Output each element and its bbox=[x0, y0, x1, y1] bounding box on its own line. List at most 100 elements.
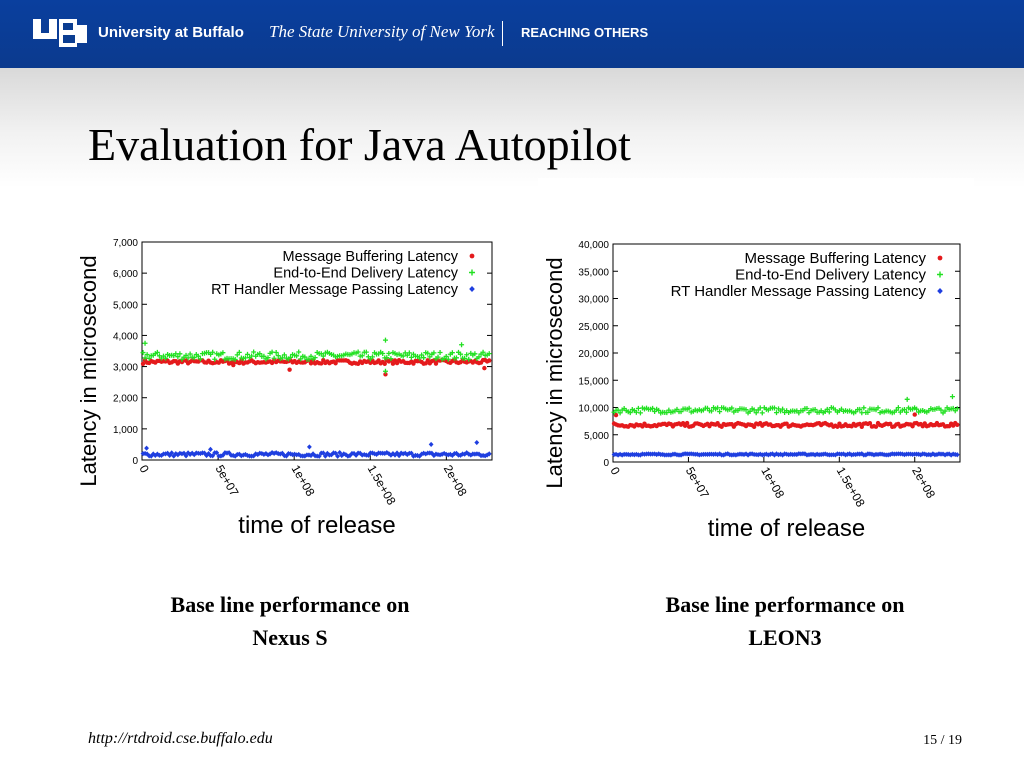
legend-marker bbox=[937, 271, 943, 278]
data-point bbox=[267, 451, 273, 457]
data-point bbox=[419, 451, 425, 457]
page-number: 15 / 19 bbox=[923, 733, 962, 748]
data-point bbox=[948, 452, 954, 458]
data-point bbox=[778, 451, 783, 457]
data-point bbox=[163, 451, 168, 457]
banner-tagline: REACHING OTHERS bbox=[521, 25, 649, 40]
data-point bbox=[273, 349, 279, 355]
data-point bbox=[771, 405, 777, 411]
data-point bbox=[320, 450, 326, 456]
data-point bbox=[729, 405, 735, 411]
data-point bbox=[320, 353, 326, 359]
caption-nexus-line1: Base line performance on bbox=[170, 592, 410, 617]
footer-url[interactable]: http://rtdroid.cse.buffalo.edu bbox=[88, 730, 273, 747]
x-tick-label: 5e+07 bbox=[212, 463, 241, 499]
data-point bbox=[650, 405, 656, 411]
data-point bbox=[694, 451, 700, 457]
data-point bbox=[949, 394, 955, 400]
data-point bbox=[441, 450, 447, 457]
data-point bbox=[955, 422, 960, 427]
series-2 bbox=[611, 394, 960, 416]
legend-label: RT Handler Message Passing Latency bbox=[671, 283, 927, 300]
data-point bbox=[765, 452, 771, 458]
data-point bbox=[826, 409, 832, 415]
data-point bbox=[355, 349, 361, 355]
data-point bbox=[637, 410, 643, 416]
data-point bbox=[185, 355, 191, 361]
data-point bbox=[938, 407, 944, 413]
data-point bbox=[181, 450, 187, 456]
data-point bbox=[244, 351, 250, 357]
data-point bbox=[443, 451, 449, 457]
x-tick-label: 1.5e+08 bbox=[365, 463, 399, 508]
caption-leon3-line2: LEON3 bbox=[748, 625, 822, 650]
data-point bbox=[633, 451, 639, 457]
data-point bbox=[400, 353, 406, 359]
data-point bbox=[421, 355, 427, 361]
data-point bbox=[474, 439, 480, 446]
data-point bbox=[238, 453, 244, 459]
data-point bbox=[466, 356, 472, 362]
data-point bbox=[480, 349, 486, 355]
data-point bbox=[363, 349, 369, 355]
data-point bbox=[912, 412, 917, 417]
y-tick-label: 3,000 bbox=[113, 363, 138, 374]
data-point bbox=[359, 452, 365, 458]
data-point bbox=[686, 405, 692, 411]
x-tick-label: 1e+08 bbox=[758, 465, 787, 501]
data-point bbox=[863, 452, 869, 458]
data-point bbox=[361, 451, 367, 458]
data-point bbox=[292, 451, 298, 457]
data-point bbox=[786, 452, 792, 458]
data-point bbox=[140, 361, 146, 366]
series-1 bbox=[611, 412, 960, 430]
y-tick-label: 35,000 bbox=[578, 267, 609, 278]
x-axis-label: time of release bbox=[238, 512, 395, 539]
nexus-chart-panel: 0 1,000 2,000 3,000 4,000 5,000 6,000 7,000 0 5e+… bbox=[72, 200, 512, 545]
data-point bbox=[189, 450, 195, 456]
data-point bbox=[652, 451, 658, 457]
x-tick-label: 0 bbox=[136, 463, 152, 476]
data-point bbox=[865, 409, 871, 415]
data-point bbox=[462, 356, 468, 362]
data-point bbox=[464, 352, 470, 358]
data-point bbox=[281, 352, 287, 358]
data-point bbox=[154, 349, 160, 355]
data-point bbox=[812, 406, 818, 412]
data-point bbox=[747, 408, 753, 414]
data-point bbox=[627, 410, 633, 416]
data-point bbox=[903, 409, 909, 415]
data-point bbox=[431, 350, 437, 356]
data-point bbox=[406, 350, 412, 356]
data-point bbox=[232, 356, 238, 362]
data-point bbox=[165, 450, 171, 456]
data-point bbox=[443, 353, 449, 359]
university-subtitle: The State University of New York bbox=[269, 22, 495, 41]
data-point bbox=[617, 451, 623, 457]
data-point bbox=[804, 405, 810, 411]
data-point bbox=[445, 356, 451, 362]
data-point bbox=[408, 354, 414, 360]
y-tick-label: 25,000 bbox=[578, 322, 609, 333]
legend-label: Message Buffering Latency bbox=[283, 249, 459, 265]
legend-label: End-to-End Delivery Latency bbox=[273, 266, 458, 282]
y-tick-label: 40,000 bbox=[578, 240, 609, 251]
data-point bbox=[197, 356, 203, 362]
data-point bbox=[476, 451, 482, 457]
series-1 bbox=[140, 357, 492, 377]
data-point bbox=[402, 450, 408, 456]
y-tick-label: 15,000 bbox=[578, 376, 609, 387]
data-point bbox=[298, 356, 304, 362]
data-point bbox=[296, 349, 302, 355]
data-point bbox=[857, 406, 863, 412]
data-point bbox=[187, 351, 193, 357]
data-point bbox=[613, 412, 619, 418]
data-point bbox=[914, 406, 920, 412]
x-tick-label: 2e+08 bbox=[909, 465, 938, 501]
data-point bbox=[751, 424, 757, 429]
data-point bbox=[435, 354, 441, 360]
data-point bbox=[146, 355, 152, 361]
data-point bbox=[772, 452, 777, 458]
data-point bbox=[208, 446, 213, 453]
data-point bbox=[261, 353, 267, 359]
